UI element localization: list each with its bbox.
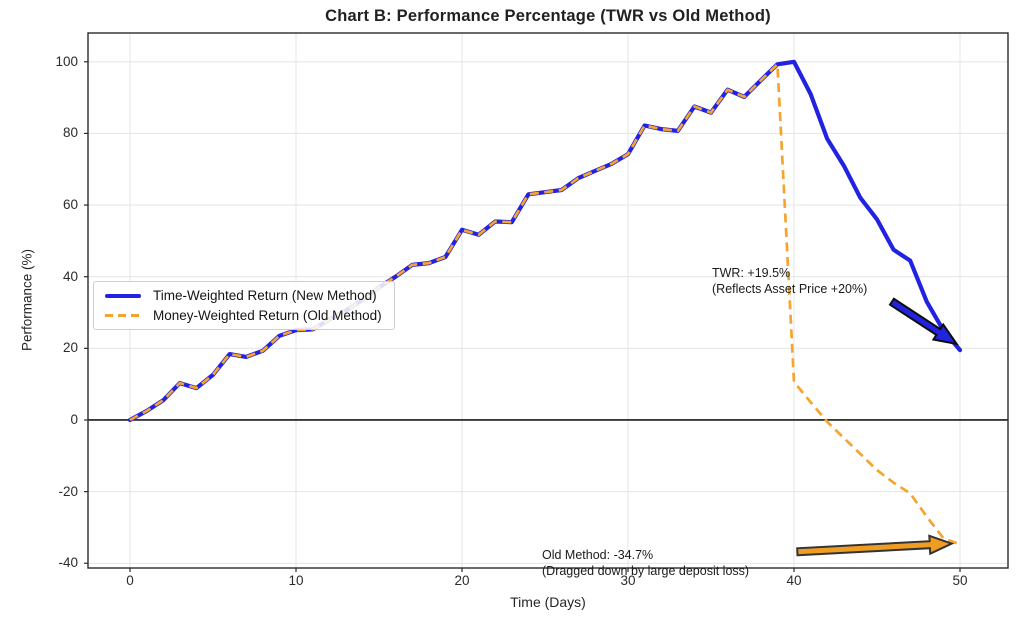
- legend-item-twr: Time-Weighted Return (New Method): [94, 288, 394, 303]
- arrow-old-method: [796, 534, 955, 557]
- legend-item-mwr: Money-Weighted Return (Old Method): [94, 308, 394, 323]
- legend: Time-Weighted Return (New Method) Money-…: [93, 281, 395, 330]
- chart-title: Chart B: Performance Percentage (TWR vs …: [325, 7, 771, 25]
- annotation-old-method: Old Method: -34.7% (Dragged down by larg…: [542, 548, 749, 579]
- y-tick-label: -20: [58, 483, 78, 499]
- y-tick-label: 0: [70, 411, 78, 427]
- mwr-dashed-line-sample: [105, 314, 141, 317]
- x-tick-label: 10: [288, 573, 304, 588]
- y-tick-label: 20: [62, 340, 78, 356]
- y-tick-label: 40: [62, 268, 78, 284]
- x-tick-label: 0: [126, 573, 134, 588]
- annotation-twr-line1: TWR: +19.5%: [712, 266, 791, 280]
- annotation-twr: TWR: +19.5% (Reflects Asset Price +20%): [712, 266, 867, 297]
- twr-line-sample: [105, 293, 141, 298]
- series-line-mwr: [129, 62, 961, 546]
- x-tick-label: 30: [620, 573, 636, 588]
- x-axis-label: Time (Days): [510, 594, 586, 610]
- x-tick-label: 50: [952, 573, 968, 588]
- annotation-old-line1: Old Method: -34.7%: [542, 548, 654, 562]
- y-tick-label: 100: [55, 53, 78, 69]
- y-tick-label: 60: [62, 197, 78, 213]
- series-line-twr: [127, 59, 963, 423]
- y-axis-label: Performance (%): [19, 248, 35, 352]
- arrow-twr: [888, 297, 959, 346]
- annotation-old-line2: (Dragged down by large deposit loss): [542, 563, 750, 578]
- x-tick-label: 40: [786, 573, 802, 588]
- x-tick-label: 20: [454, 573, 470, 588]
- y-tick-label: 80: [62, 125, 78, 141]
- plot-border: [87, 32, 1009, 569]
- annotation-twr-line2: (Reflects Asset Price +20%): [712, 281, 868, 296]
- y-tick-label: -40: [58, 555, 78, 571]
- legend-label-mwr: Money-Weighted Return (Old Method): [153, 308, 382, 323]
- legend-label-twr: Time-Weighted Return (New Method): [153, 288, 377, 303]
